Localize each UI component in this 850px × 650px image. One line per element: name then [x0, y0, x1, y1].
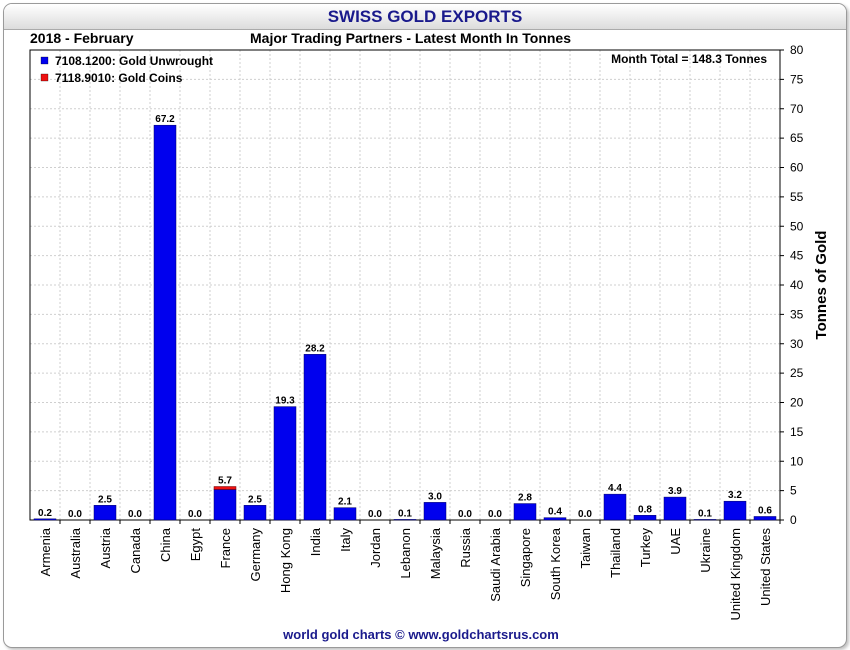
chart-title: SWISS GOLD EXPORTS: [4, 4, 846, 30]
bar-unwrought: [213, 489, 237, 521]
data-label: 2.5: [248, 494, 262, 505]
data-label: 19.3: [275, 396, 295, 407]
x-tick-label: India: [308, 527, 323, 556]
bar-unwrought: [753, 516, 777, 521]
data-label: 3.0: [428, 491, 442, 502]
data-label: 4.4: [608, 483, 622, 494]
y-tick-label: 25: [790, 366, 804, 380]
legend-swatch: [40, 73, 49, 82]
data-label: 5.7: [218, 476, 232, 487]
x-tick-label: Lebanon: [398, 528, 413, 579]
x-tick-label: Germany: [248, 528, 263, 582]
bar-unwrought: [333, 507, 357, 521]
y-axis-label: Tonnes of Gold: [813, 231, 830, 340]
x-tick-label: Austria: [98, 527, 113, 568]
y-tick-label: 65: [790, 131, 804, 145]
data-label: 0.1: [698, 508, 712, 519]
x-tick-label: Australia: [68, 527, 83, 578]
bar-unwrought: [723, 500, 747, 521]
data-label: 0.0: [578, 509, 592, 520]
month-total-annotation: Month Total = 148.3 Tonnes: [611, 52, 767, 66]
data-label: 2.5: [98, 494, 112, 505]
legend-label: 7108.1200: Gold Unwrought: [55, 54, 213, 68]
data-label: 0.0: [368, 509, 382, 520]
bar-unwrought: [153, 124, 177, 521]
footer-credit: world gold charts © www.goldchartsrus.co…: [283, 627, 559, 642]
data-label: 0.0: [188, 509, 202, 520]
y-tick-label: 70: [790, 102, 804, 116]
bar-unwrought: [693, 519, 717, 521]
x-tick-label: Turkey: [638, 528, 653, 568]
period-label: 2018 - February: [30, 30, 134, 46]
data-label: 0.0: [128, 509, 142, 520]
bar-unwrought: [93, 505, 117, 521]
bar-unwrought: [273, 406, 297, 521]
y-tick-label: 30: [790, 337, 804, 351]
chart-subtitle: Major Trading Partners - Latest Month In…: [250, 30, 571, 46]
x-tick-label: China: [158, 527, 173, 562]
legend-label: 7118.9010: Gold Coins: [55, 71, 183, 85]
bar-unwrought: [33, 518, 57, 521]
bar-unwrought: [633, 515, 657, 521]
bar-unwrought: [513, 503, 537, 521]
x-tick-label: Ukraine: [698, 528, 713, 573]
x-tick-label: Saudi Arabia: [488, 527, 503, 601]
bar-coins: [213, 486, 237, 490]
data-label: 0.0: [488, 509, 502, 520]
x-tick-label: South Korea: [548, 527, 563, 600]
x-tick-label: Thailand: [608, 528, 623, 578]
x-tick-label: UAE: [668, 528, 683, 555]
data-label: 2.8: [518, 493, 532, 504]
y-tick-label: 60: [790, 161, 804, 175]
legend-swatch: [40, 56, 49, 65]
data-label: 28.2: [305, 343, 325, 354]
y-tick-label: 50: [790, 219, 804, 233]
y-tick-label: 75: [790, 72, 804, 86]
data-label: 0.0: [68, 509, 82, 520]
bar-unwrought: [243, 505, 267, 521]
x-tick-label: Jordan: [368, 528, 383, 568]
y-tick-label: 80: [790, 43, 804, 57]
x-tick-label: Italy: [338, 528, 353, 552]
y-tick-label: 15: [790, 425, 804, 439]
x-tick-label: Armenia: [38, 527, 53, 576]
x-tick-label: Singapore: [518, 528, 533, 587]
data-label: 2.1: [338, 497, 352, 508]
data-label: 0.0: [458, 509, 472, 520]
bar-unwrought: [663, 496, 687, 521]
bar-unwrought: [423, 502, 447, 521]
x-tick-label: Hong Kong: [278, 528, 293, 593]
data-label: 3.2: [728, 490, 742, 501]
y-tick-label: 35: [790, 307, 804, 321]
bar-unwrought: [543, 517, 567, 521]
x-tick-label: Egypt: [188, 528, 203, 562]
data-label: 67.2: [155, 114, 175, 125]
chart-frame: SWISS GOLD EXPORTS: [3, 3, 847, 648]
data-label: 0.8: [638, 504, 652, 515]
x-tick-label: Russia: [458, 527, 473, 568]
data-label: 0.2: [38, 508, 52, 519]
x-tick-label: Malaysia: [428, 527, 443, 579]
y-tick-label: 45: [790, 249, 804, 263]
bar-unwrought: [393, 519, 417, 521]
y-tick-label: 5: [790, 484, 797, 498]
y-tick-label: 20: [790, 396, 804, 410]
x-tick-label: United Kingdom: [728, 528, 743, 621]
y-tick-label: 10: [790, 454, 804, 468]
x-tick-label: France: [218, 528, 233, 568]
data-label: 3.9: [668, 486, 682, 497]
y-tick-label: 40: [790, 278, 804, 292]
y-tick-label: 0: [790, 513, 797, 527]
data-label: 0.1: [398, 508, 412, 519]
x-tick-label: Taiwan: [578, 528, 593, 568]
bar-unwrought: [303, 354, 327, 521]
bar-unwrought: [603, 493, 627, 521]
data-label: 0.6: [758, 505, 772, 516]
y-tick-label: 55: [790, 190, 804, 204]
data-label: 0.4: [548, 507, 562, 518]
x-tick-label: United States: [758, 528, 773, 607]
x-tick-label: Canada: [128, 527, 143, 573]
